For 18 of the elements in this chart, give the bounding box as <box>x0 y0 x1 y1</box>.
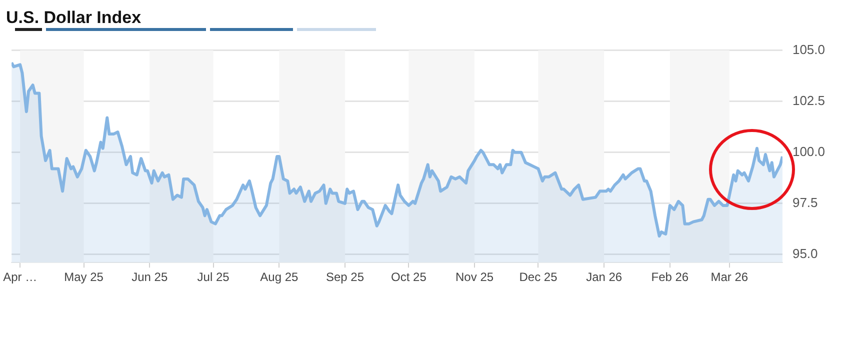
y-tick-label: 105.0 <box>792 42 826 57</box>
x-tick-label: Sep 25 <box>326 270 364 284</box>
x-tick-label: Jun 25 <box>132 270 168 284</box>
x-tick-label: Feb 26 <box>651 270 689 284</box>
chart-title: U.S. Dollar Index <box>6 8 142 27</box>
y-tick-label: 95.0 <box>792 246 818 262</box>
x-tick-label: Mar 26 <box>710 270 748 284</box>
x-tick-label: Aug 25 <box>260 270 298 284</box>
x-tick-label: Nov 25 <box>456 270 494 284</box>
x-tick-label: Apr … <box>3 270 38 284</box>
y-tick-label: 97.5 <box>792 195 818 210</box>
x-tick-label: Oct 25 <box>391 270 427 284</box>
x-tick-label: Dec 25 <box>519 270 558 284</box>
x-tick-label: Jul 25 <box>197 270 230 284</box>
x-tick-label: Jan 26 <box>586 270 622 284</box>
x-tick-label: May 25 <box>64 270 104 284</box>
y-tick-label: 100.0 <box>792 144 826 159</box>
y-tick-label: 102.5 <box>792 92 826 108</box>
